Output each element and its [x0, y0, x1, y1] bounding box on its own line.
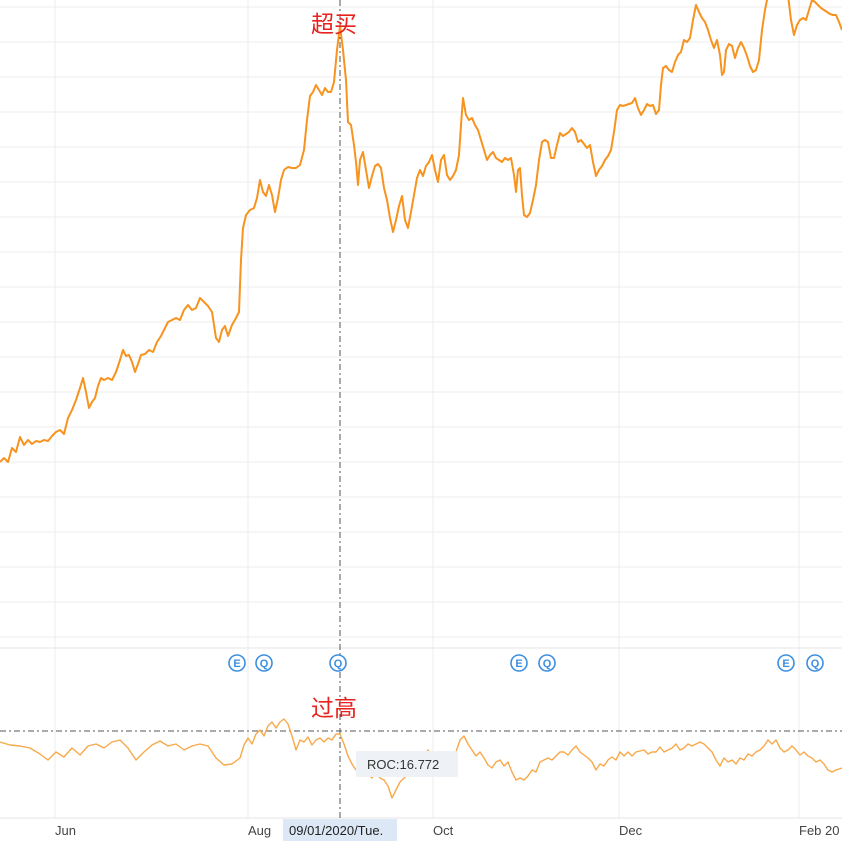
svg-text:ROC:16.772: ROC:16.772: [367, 757, 439, 772]
x-tick-label: Jun: [55, 823, 76, 838]
roc-series: [0, 718, 842, 799]
marker-circle: [510, 654, 528, 672]
x-tick-label: Dec: [619, 823, 643, 838]
marker-circle: [538, 654, 556, 672]
earnings-marker[interactable]: E: [510, 654, 528, 672]
earnings-marker[interactable]: E: [777, 654, 795, 672]
x-tick-label: Aug: [248, 823, 271, 838]
marker-circle: [806, 654, 824, 672]
quarterly-marker[interactable]: Q: [329, 654, 347, 672]
quarterly-marker[interactable]: Q: [806, 654, 824, 672]
marker-label: E: [233, 658, 240, 670]
crosshair-date-label: 09/01/2020/Tue.: [283, 819, 397, 841]
marker-label: E: [515, 658, 522, 670]
roc-tooltip: ROC:16.772: [356, 751, 458, 777]
earnings-marker[interactable]: E: [228, 654, 246, 672]
crosshair-date-text: 09/01/2020/Tue.: [289, 823, 383, 838]
marker-label: Q: [811, 658, 820, 670]
too-high-annotation: 过高: [311, 695, 357, 721]
marker-label: Q: [260, 658, 269, 670]
marker-label: Q: [543, 658, 552, 670]
marker-circle: [329, 654, 347, 672]
marker-circle: [228, 654, 246, 672]
roc-tooltip-label: ROC:: [367, 757, 400, 772]
x-axis: Jun Aug Oct Dec Feb 20: [55, 823, 839, 838]
marker-label: Q: [334, 658, 343, 670]
marker-circle: [255, 654, 273, 672]
x-tick-label: Feb 20: [799, 823, 839, 838]
quarterly-marker[interactable]: Q: [255, 654, 273, 672]
quarterly-marker[interactable]: Q: [538, 654, 556, 672]
x-tick-label: Oct: [433, 823, 454, 838]
roc-line: [0, 718, 842, 799]
marker-label: E: [782, 658, 789, 670]
price-series: [0, 0, 842, 463]
roc-tooltip-value: 16.772: [400, 757, 440, 772]
overbought-annotation: 超买: [311, 11, 357, 37]
price-line: [0, 0, 842, 463]
chart-grid: [0, 0, 842, 819]
marker-circle: [777, 654, 795, 672]
